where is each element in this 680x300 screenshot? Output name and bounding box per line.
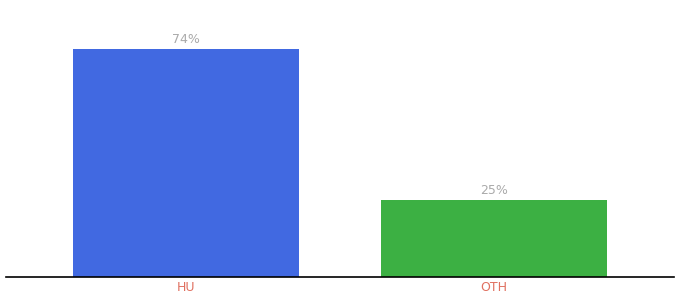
- Bar: [381, 200, 607, 277]
- Bar: [73, 49, 299, 277]
- Text: 74%: 74%: [173, 33, 201, 46]
- Text: 25%: 25%: [479, 184, 507, 196]
